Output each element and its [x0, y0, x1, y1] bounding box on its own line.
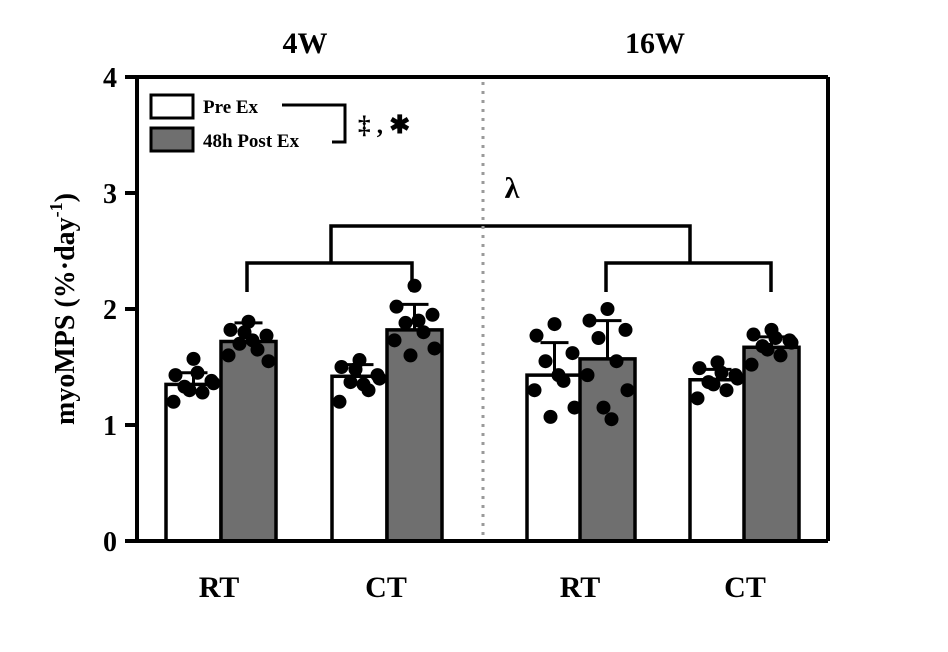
data-point-post-rt-16w: [591, 331, 606, 345]
bar-pre-rt-16w: [525, 373, 584, 543]
y-axis-title-close: ): [50, 193, 81, 202]
data-point-post-rt-16w: [618, 322, 633, 337]
legend-bracket: [282, 103, 347, 144]
data-point-pre-ct-4w: [356, 377, 371, 392]
data-point-pre-rt-16w: [527, 383, 542, 398]
data-point-pre-ct-16w: [714, 365, 729, 380]
y-tick-label-2: 2: [103, 295, 117, 326]
data-point-pre-ct-4w: [334, 360, 349, 374]
plot-area: 0 1 2 3 4: [103, 63, 830, 558]
data-point-post-ct-16w: [773, 348, 788, 363]
data-point-pre-ct-4w: [332, 394, 347, 409]
data-point-pre-rt-16w: [565, 346, 580, 361]
x-category-label-ct-16w: CT: [724, 571, 766, 604]
data-point-pre-rt-4w: [186, 351, 201, 366]
data-point-pre-rt-4w: [182, 383, 197, 398]
data-point-pre-rt-4w: [206, 376, 221, 391]
legend-swatch-pre-ex: [149, 93, 195, 120]
data-point-post-rt-4w: [223, 322, 238, 337]
data-point-pre-rt-16w: [543, 409, 558, 424]
y-tick-label-0: 0: [103, 527, 117, 558]
data-point-post-ct-4w: [389, 299, 404, 314]
panel-title-16w: 16W: [625, 27, 685, 60]
data-point-pre-rt-4w: [168, 368, 183, 383]
y-axis-title-main: myoMPS (%·day: [50, 217, 81, 425]
data-point-post-rt-16w: [604, 412, 619, 427]
data-point-post-ct-16w: [784, 335, 799, 350]
data-point-pre-rt-16w: [538, 354, 553, 369]
y-tick-label-4: 4: [103, 63, 117, 94]
data-point-post-ct-4w: [398, 315, 413, 330]
lambda-annotation: λ: [505, 172, 520, 205]
panel-title-4w: 4W: [283, 27, 328, 60]
bracket-time-comparison: [329, 224, 692, 263]
data-point-post-ct-4w: [403, 348, 418, 363]
data-point-post-rt-16w: [596, 400, 611, 415]
data-point-post-rt-4w: [221, 348, 236, 363]
data-point-pre-ct-16w: [706, 377, 721, 392]
data-point-post-ct-4w: [416, 325, 431, 340]
data-point-post-ct-4w: [427, 341, 442, 356]
data-point-post-ct-4w: [407, 278, 422, 293]
data-point-pre-rt-16w: [551, 368, 566, 383]
data-point-post-rt-16w: [609, 354, 624, 369]
legend-significance-marks: ‡ , ✱: [358, 112, 410, 139]
data-point-post-ct-16w: [760, 342, 775, 357]
data-point-post-rt-16w: [582, 313, 597, 328]
x-category-label-rt-16w: RT: [560, 571, 601, 604]
bracket-4w-groups: [245, 261, 414, 292]
data-point-pre-rt-4w: [166, 394, 181, 409]
data-point-post-rt-16w: [620, 383, 635, 398]
bar-post-ct-4w: [385, 328, 444, 543]
data-point-post-rt-4w: [232, 336, 247, 351]
data-point-post-ct-4w: [425, 307, 440, 322]
y-axis-title: myoMPS (%·day-1): [46, 193, 81, 425]
data-point-post-ct-16w: [746, 327, 761, 342]
data-point-post-ct-4w: [387, 333, 402, 348]
y-tick-label-3: 3: [103, 179, 117, 210]
x-category-label-rt-4w: RT: [199, 571, 240, 604]
data-point-pre-rt-16w: [567, 400, 582, 415]
data-point-post-ct-16w: [768, 331, 783, 345]
legend-label-48h-post-ex: 48h Post Ex: [203, 131, 300, 152]
data-point-post-rt-4w: [259, 328, 274, 343]
data-point-post-rt-4w: [261, 354, 276, 369]
data-point-pre-ct-4w: [348, 362, 363, 377]
data-point-post-rt-16w: [580, 368, 595, 383]
data-point-pre-rt-4w: [190, 365, 205, 380]
legend: Pre Ex 48h Post Ex ‡ , ✱: [149, 93, 410, 153]
data-point-post-ct-4w: [411, 313, 426, 328]
data-point-post-rt-4w: [245, 333, 260, 348]
bar-post-rt-4w: [219, 339, 278, 543]
y-tick-label-1: 1: [103, 411, 117, 442]
data-point-pre-ct-16w: [730, 371, 745, 386]
data-point-pre-ct-16w: [690, 391, 705, 406]
data-point-pre-rt-4w: [195, 385, 210, 400]
data-point-pre-ct-4w: [372, 371, 387, 386]
data-point-post-ct-16w: [744, 357, 759, 372]
y-axis-title-superscript: -1: [46, 202, 66, 217]
bracket-16w-groups: [604, 261, 773, 292]
data-point-pre-rt-16w: [547, 317, 562, 332]
data-point-post-rt-16w: [600, 302, 615, 316]
data-point-pre-ct-16w: [692, 361, 707, 376]
legend-label-pre-ex: Pre Ex: [203, 97, 259, 118]
x-category-label-ct-4w: CT: [365, 571, 407, 604]
data-point-pre-ct-4w: [343, 375, 358, 390]
legend-swatch-48h-post-ex: [149, 126, 195, 153]
data-point-pre-rt-16w: [529, 328, 544, 343]
data-point-pre-ct-16w: [719, 383, 734, 398]
bar-post-ct-16w: [742, 345, 801, 543]
